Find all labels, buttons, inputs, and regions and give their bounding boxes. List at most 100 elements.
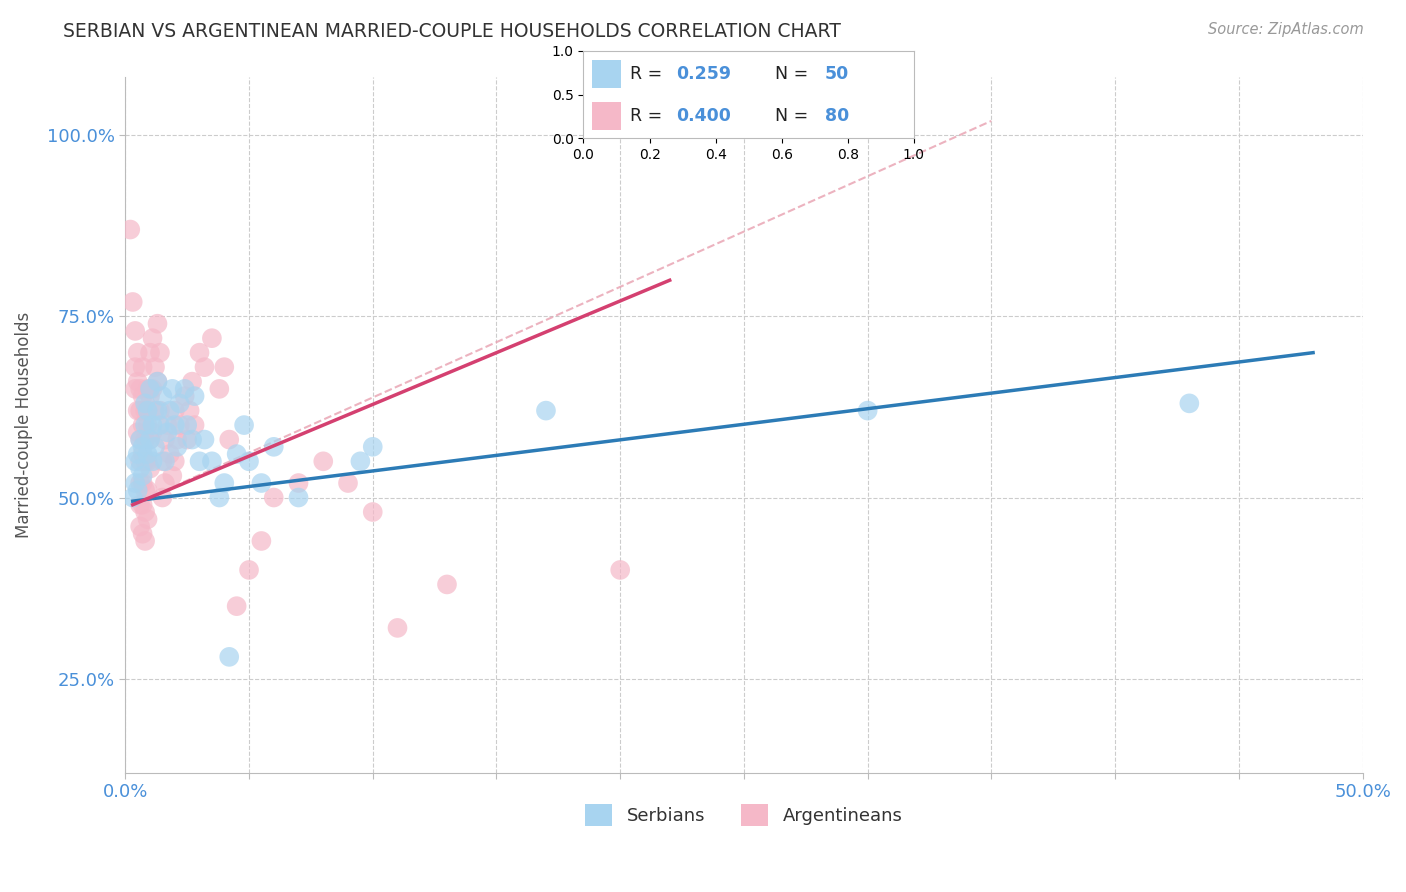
Point (134, 396, 156, 410)
Point (163, 454, 186, 468)
Y-axis label: Married-couple Households: Married-couple Households (15, 312, 32, 538)
Text: Source: ZipAtlas.com: Source: ZipAtlas.com (1208, 22, 1364, 37)
Point (250, 476, 273, 491)
Point (349, 454, 371, 468)
Point (153, 476, 176, 491)
Point (181, 375, 204, 389)
Point (214, 476, 236, 491)
Point (152, 491, 174, 505)
Point (129, 403, 152, 417)
Point (263, 491, 285, 505)
Point (134, 533, 156, 548)
Point (131, 418, 153, 433)
Point (139, 461, 162, 475)
Point (136, 447, 159, 461)
Point (218, 649, 240, 664)
Text: R =: R = (630, 106, 662, 125)
Point (127, 483, 149, 498)
Point (337, 476, 360, 491)
Point (141, 382, 163, 396)
FancyBboxPatch shape (592, 60, 621, 87)
Point (188, 454, 211, 468)
Point (127, 425, 149, 440)
Point (129, 433, 152, 447)
Point (166, 433, 188, 447)
Point (156, 425, 179, 440)
Point (127, 345, 149, 359)
Point (149, 345, 172, 359)
Text: 80: 80 (825, 106, 849, 125)
Point (136, 454, 159, 468)
Point (124, 476, 146, 491)
Point (124, 382, 146, 396)
Point (134, 483, 156, 498)
Point (143, 360, 166, 375)
Point (124, 454, 146, 468)
Point (141, 454, 163, 468)
Point (131, 389, 153, 403)
Legend: Serbians, Argentineans: Serbians, Argentineans (578, 797, 910, 833)
Point (193, 360, 215, 375)
Point (131, 447, 153, 461)
Point (120, 222, 142, 236)
Point (131, 468, 153, 483)
Point (179, 403, 201, 417)
Point (225, 599, 247, 614)
Point (131, 498, 153, 512)
Point (131, 440, 153, 454)
Point (162, 468, 184, 483)
Point (121, 491, 143, 505)
Text: 0.400: 0.400 (676, 106, 731, 125)
Point (233, 418, 256, 433)
Point (1178, 396, 1201, 410)
Point (287, 491, 309, 505)
Point (131, 360, 153, 375)
Point (146, 375, 169, 389)
Point (361, 440, 384, 454)
Point (136, 403, 159, 417)
Point (153, 433, 176, 447)
Point (134, 454, 156, 468)
Point (129, 454, 152, 468)
Text: SERBIAN VS ARGENTINEAN MARRIED-COUPLE HOUSEHOLDS CORRELATION CHART: SERBIAN VS ARGENTINEAN MARRIED-COUPLE HO… (63, 22, 841, 41)
Point (129, 498, 152, 512)
Point (287, 476, 309, 491)
Point (127, 447, 149, 461)
Point (146, 403, 169, 417)
Point (149, 418, 172, 433)
Point (176, 418, 198, 433)
Point (225, 447, 247, 461)
Point (166, 440, 188, 454)
Point (169, 418, 191, 433)
Point (201, 454, 224, 468)
Point (173, 382, 195, 396)
Point (162, 382, 184, 396)
Point (124, 324, 146, 338)
Point (208, 382, 231, 396)
Point (141, 418, 163, 433)
Point (163, 418, 186, 433)
Point (131, 526, 153, 541)
Point (136, 418, 159, 433)
Point (250, 533, 273, 548)
Point (136, 382, 159, 396)
FancyBboxPatch shape (592, 102, 621, 129)
Text: N =: N = (775, 64, 808, 83)
Point (188, 345, 211, 359)
Point (141, 425, 163, 440)
Point (129, 461, 152, 475)
Point (238, 454, 260, 468)
Point (139, 345, 162, 359)
Point (139, 389, 162, 403)
Text: 0.259: 0.259 (676, 64, 731, 83)
Point (143, 403, 166, 417)
Point (159, 447, 181, 461)
Point (141, 331, 163, 345)
Point (361, 505, 384, 519)
Point (129, 433, 152, 447)
Point (159, 403, 181, 417)
Point (609, 563, 631, 577)
Point (129, 519, 152, 533)
Point (134, 418, 156, 433)
Point (176, 433, 198, 447)
